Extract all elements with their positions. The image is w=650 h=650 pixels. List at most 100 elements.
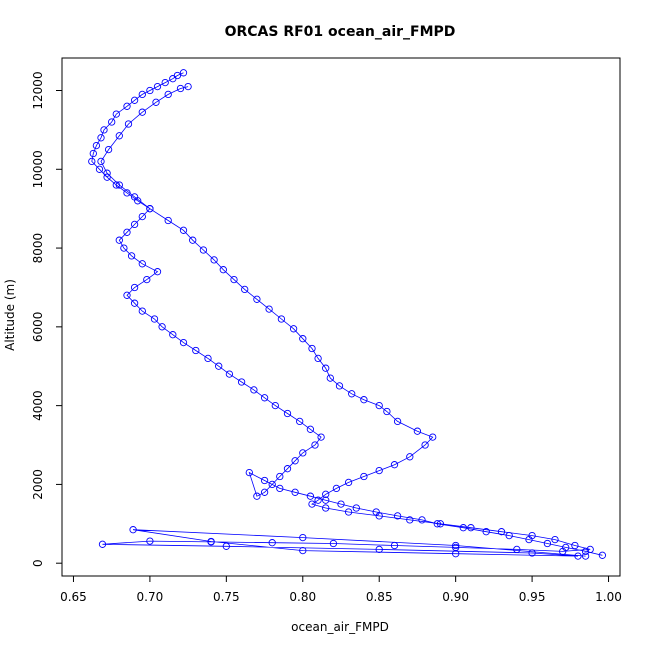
data-point (123, 189, 131, 197)
data-point (559, 547, 567, 556)
data-point (127, 252, 136, 260)
data-point (237, 378, 246, 386)
data-point (551, 535, 559, 544)
data-point (115, 236, 123, 244)
data-point (138, 212, 146, 221)
data-point (138, 307, 146, 315)
series-line (91, 72, 603, 556)
data-point (311, 441, 319, 449)
data-point (574, 552, 582, 560)
data-point (467, 524, 475, 532)
data-point (260, 476, 269, 485)
data-point (375, 512, 383, 520)
x-axis: 0.65 0.70 0.75 0.80 0.85 0.90 0.95 1.00 (60, 575, 622, 604)
data-point (120, 244, 128, 252)
data-point (513, 545, 521, 554)
data-point (130, 299, 139, 307)
y-tick-label: 8000 (31, 233, 45, 264)
data-point (104, 145, 113, 154)
data-point (108, 118, 116, 126)
data-point (179, 69, 188, 77)
data-point (146, 537, 154, 545)
data-point (130, 283, 139, 292)
data-point (250, 386, 258, 394)
data-point (215, 362, 223, 370)
data-point (296, 417, 304, 426)
data-point (306, 425, 315, 433)
data-point (161, 78, 169, 87)
data-point (153, 82, 162, 91)
data-point (103, 173, 111, 181)
data-point (222, 542, 230, 550)
y-tick-label: 10000 (31, 150, 45, 188)
data-point (98, 540, 107, 548)
x-tick-label: 0.80 (289, 590, 316, 604)
data-point (306, 492, 315, 500)
data-point (189, 236, 197, 244)
data-point (322, 496, 330, 504)
data-point (265, 305, 273, 313)
x-tick-label: 0.90 (442, 590, 469, 604)
data-point (452, 541, 460, 550)
data-point (571, 541, 579, 550)
data-point (169, 331, 177, 339)
data-point (421, 441, 429, 449)
data-point (360, 472, 368, 481)
x-tick-label: 1.00 (595, 590, 622, 604)
data-point (225, 370, 234, 378)
data-point (129, 526, 137, 534)
data-point (164, 90, 172, 99)
data-point (100, 126, 108, 134)
y-axis: 0 2000 4000 6000 8000 10000 12000 (31, 71, 63, 567)
data-point (138, 108, 146, 116)
data-point (283, 465, 292, 473)
data-point (138, 90, 146, 99)
data-point (146, 86, 154, 95)
data-point (528, 531, 536, 540)
data-point (176, 84, 185, 93)
data-point (317, 433, 325, 441)
data-point (123, 102, 131, 110)
data-point (115, 132, 123, 140)
data-point (138, 260, 146, 268)
data-point (406, 453, 414, 461)
data-point (314, 496, 322, 504)
data-point (130, 96, 139, 104)
series-line (100, 86, 591, 557)
x-axis-label: ocean_air_FMPD (291, 620, 389, 634)
data-point (276, 484, 284, 493)
data-point (329, 539, 338, 548)
data-point (322, 504, 330, 512)
data-point (158, 323, 166, 331)
data-point (482, 528, 490, 536)
data-point (413, 427, 422, 435)
data-point (348, 390, 356, 398)
data-point (497, 528, 506, 536)
data-point (146, 205, 154, 213)
data-point (268, 480, 276, 489)
data-point (390, 541, 399, 550)
data-point (344, 508, 353, 516)
data-point (130, 193, 139, 201)
data-point (192, 346, 200, 355)
data-point (332, 484, 341, 493)
data-point (89, 149, 97, 158)
data-point (459, 524, 467, 532)
data-point (322, 490, 330, 498)
data-point (299, 546, 307, 555)
data-point (169, 75, 177, 83)
data-point (150, 315, 159, 323)
data-point (375, 545, 383, 554)
data-point (360, 396, 368, 404)
x-tick-label: 0.95 (519, 590, 546, 604)
data-point (375, 466, 383, 475)
data-point (92, 141, 101, 150)
data-point (326, 374, 334, 382)
data-point (164, 216, 172, 225)
data-point (429, 433, 437, 441)
chart-title: ORCAS RF01 ocean_air_FMPD (225, 24, 456, 40)
data-point (253, 492, 261, 500)
data-point (241, 285, 249, 294)
data-point (299, 533, 307, 542)
